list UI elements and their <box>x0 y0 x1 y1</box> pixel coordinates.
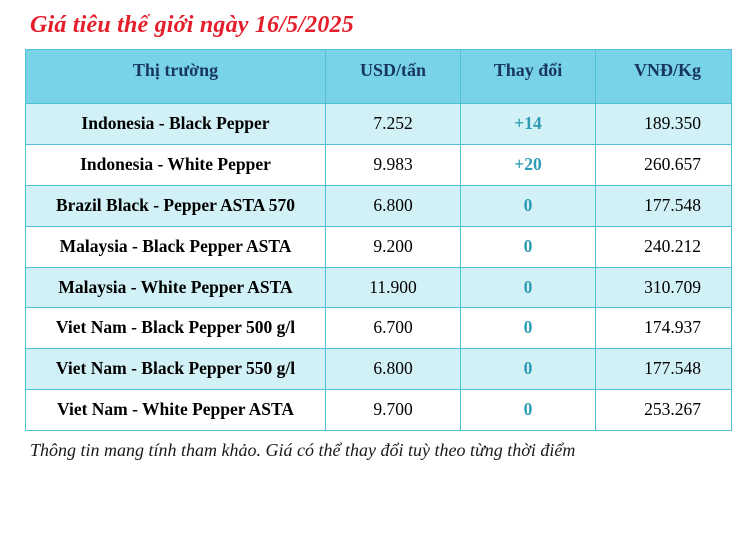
vnd-cell: 177.548 <box>595 348 732 391</box>
usd-cell: 7.252 <box>325 103 461 145</box>
header-usd: USD/tấn <box>325 49 461 104</box>
change-cell: 0 <box>460 307 596 350</box>
table-body: Indonesia - Black Pepper 7.252 +14 189.3… <box>25 103 732 431</box>
page-title: Giá tiêu thế giới ngày 16/5/2025 <box>30 12 354 38</box>
change-cell: 0 <box>460 225 596 268</box>
pepper-price-table: Thị trường USD/tấn Thay đổi VNĐ/Kg Indon… <box>25 49 732 431</box>
usd-cell: 11.900 <box>325 266 461 309</box>
table-row: Viet Nam - Black Pepper 550 g/l 6.800 0 … <box>25 348 732 391</box>
header-market: Thị trường <box>25 49 326 104</box>
market-cell: Malaysia - Black Pepper ASTA <box>25 225 326 268</box>
change-cell: 0 <box>460 184 596 227</box>
disclaimer-note: Thông tin mang tính tham khảo. Giá có th… <box>30 440 576 460</box>
change-cell: 0 <box>460 266 596 309</box>
header-change: Thay đổi <box>460 49 596 104</box>
vnd-cell: 189.350 <box>595 103 732 145</box>
table-row: Malaysia - White Pepper ASTA 11.900 0 31… <box>25 266 732 309</box>
table-row: Viet Nam - White Pepper ASTA 9.700 0 253… <box>25 389 732 431</box>
market-cell: Malaysia - White Pepper ASTA <box>25 266 326 309</box>
market-cell: Viet Nam - Black Pepper 550 g/l <box>25 348 326 391</box>
vnd-cell: 174.937 <box>595 307 732 350</box>
market-cell: Viet Nam - White Pepper ASTA <box>25 389 326 431</box>
header-vnd: VNĐ/Kg <box>595 49 732 104</box>
market-cell: Brazil Black - Pepper ASTA 570 <box>25 184 326 227</box>
usd-cell: 9.983 <box>325 143 461 186</box>
vnd-cell: 310.709 <box>595 266 732 309</box>
vnd-cell: 253.267 <box>595 389 732 431</box>
change-cell: +14 <box>460 103 596 145</box>
table-row: Brazil Black - Pepper ASTA 570 6.800 0 1… <box>25 184 732 227</box>
market-cell: Viet Nam - Black Pepper 500 g/l <box>25 307 326 350</box>
vnd-cell: 240.212 <box>595 225 732 268</box>
table-row: Malaysia - Black Pepper ASTA 9.200 0 240… <box>25 225 732 268</box>
table-row: Indonesia - Black Pepper 7.252 +14 189.3… <box>25 103 732 145</box>
usd-cell: 9.200 <box>325 225 461 268</box>
usd-cell: 6.700 <box>325 307 461 350</box>
usd-cell: 6.800 <box>325 184 461 227</box>
table-row: Indonesia - White Pepper 9.983 +20 260.6… <box>25 143 732 186</box>
market-cell: Indonesia - White Pepper <box>25 143 326 186</box>
change-cell: 0 <box>460 348 596 391</box>
market-cell: Indonesia - Black Pepper <box>25 103 326 145</box>
vnd-cell: 177.548 <box>595 184 732 227</box>
change-cell: 0 <box>460 389 596 431</box>
vnd-cell: 260.657 <box>595 143 732 186</box>
table-row: Viet Nam - Black Pepper 500 g/l 6.700 0 … <box>25 307 732 350</box>
table-header-row: Thị trường USD/tấn Thay đổi VNĐ/Kg <box>25 49 732 104</box>
change-cell: +20 <box>460 143 596 186</box>
usd-cell: 9.700 <box>325 389 461 431</box>
usd-cell: 6.800 <box>325 348 461 391</box>
